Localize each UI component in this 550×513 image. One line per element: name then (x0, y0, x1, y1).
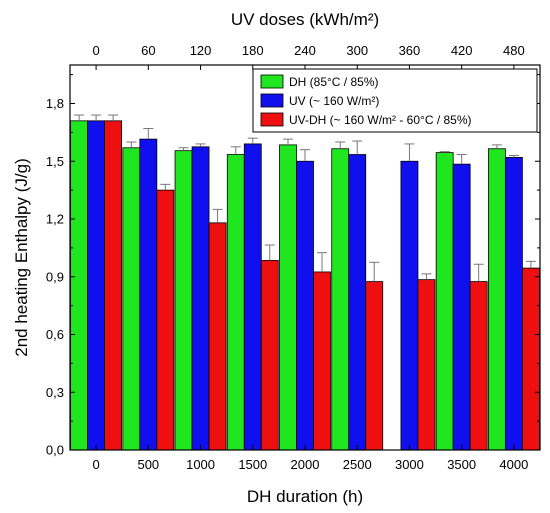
bar-series-1-cat-1 (139, 138, 158, 451)
bar-series-0-cat-4 (279, 144, 297, 451)
top-x-tick-label: 0 (92, 43, 99, 58)
bar-series-0-cat-7 (435, 152, 454, 451)
axis-ticks: 0,0 0,3 0,6 0,9 1,2 1,5 1,8 0 0 500 60 1000 120 1500 1… (46, 43, 540, 472)
bar-series-0-cat-8 (487, 148, 506, 451)
bar-series-1-cat-8 (504, 156, 523, 451)
legend-swatch-uv (260, 93, 284, 108)
legend-box (252, 68, 538, 133)
bar-series-1-cat-5 (348, 154, 367, 451)
bar-series-1-cat-7 (452, 163, 471, 451)
x-tick-label: 4000 (499, 457, 528, 472)
bar-series-0-cat-5 (331, 148, 350, 451)
bar-series-0-cat-3 (226, 154, 245, 451)
legend-swatch-dh (260, 74, 284, 89)
bar-series-1-cat-0 (87, 120, 106, 451)
bar-series-2-cat-1 (156, 189, 175, 451)
x-tick-label: 2000 (291, 457, 320, 472)
x-axis-title: DH duration (h) (247, 487, 363, 506)
legend-label-uv-dh: UV-DH (~ 160 W/m² - 60°C / 85%) (289, 113, 472, 127)
y-tick-label: 1,2 (46, 212, 64, 227)
bar-series-0-cat-2 (174, 150, 193, 451)
top-x-tick-label: 240 (294, 43, 316, 58)
bar-series-2-cat-6 (417, 279, 436, 451)
bar-series-2-cat-5 (365, 281, 384, 451)
bar-series-2-cat-2 (208, 222, 227, 451)
legend-label-uv: UV (~ 160 W/m²) (289, 94, 379, 108)
bar-series-1-cat-3 (243, 143, 262, 451)
bar-series-2-cat-0 (104, 120, 123, 451)
y-tick-label: 0,6 (46, 327, 64, 342)
top-axis-title: UV doses (kWh/m²) (231, 10, 379, 29)
bar-series-1-cat-4 (296, 160, 314, 451)
legend-swatch-uv-dh (260, 112, 284, 127)
top-x-tick-label: 300 (346, 43, 368, 58)
x-tick-label: 3000 (395, 457, 424, 472)
top-x-tick-label: 120 (190, 43, 212, 58)
y-tick-label: 0,0 (46, 443, 64, 458)
y-tick-label: 1,5 (46, 154, 64, 169)
bar-series-2-cat-8 (521, 267, 540, 451)
top-x-tick-label: 420 (451, 43, 473, 58)
y-tick-label: 0,9 (46, 269, 64, 284)
y-tick-label: 0,3 (46, 385, 64, 400)
x-tick-label: 500 (137, 457, 159, 472)
y-axis-title: 2nd heating Enthalpy (J/g) (12, 158, 31, 356)
bar-series-1-cat-6 (400, 160, 419, 451)
bar-series-2-cat-7 (469, 281, 488, 451)
top-x-tick-label: 480 (503, 43, 525, 58)
x-tick-label: 0 (92, 457, 99, 472)
bar-series-2-cat-3 (260, 259, 279, 451)
bar-series-2-cat-4 (313, 271, 331, 451)
y-tick-label: 1,8 (46, 96, 64, 111)
top-x-tick-label: 180 (242, 43, 264, 58)
x-tick-label: 1500 (238, 457, 267, 472)
bar-series-1-cat-2 (191, 146, 210, 451)
x-tick-label: 3500 (447, 457, 476, 472)
x-tick-label: 1000 (186, 457, 215, 472)
top-x-tick-label: 60 (141, 43, 155, 58)
legend: DH (85°C / 85%) UV (~ 160 W/m²) UV-DH (~… (252, 68, 538, 133)
top-x-tick-label: 360 (399, 43, 421, 58)
x-tick-label: 2500 (343, 457, 372, 472)
bar-series-0-cat-0 (70, 120, 89, 451)
chart-marks (70, 114, 540, 451)
bar-series-0-cat-1 (122, 147, 141, 451)
legend-label-dh: DH (85°C / 85%) (289, 75, 379, 89)
